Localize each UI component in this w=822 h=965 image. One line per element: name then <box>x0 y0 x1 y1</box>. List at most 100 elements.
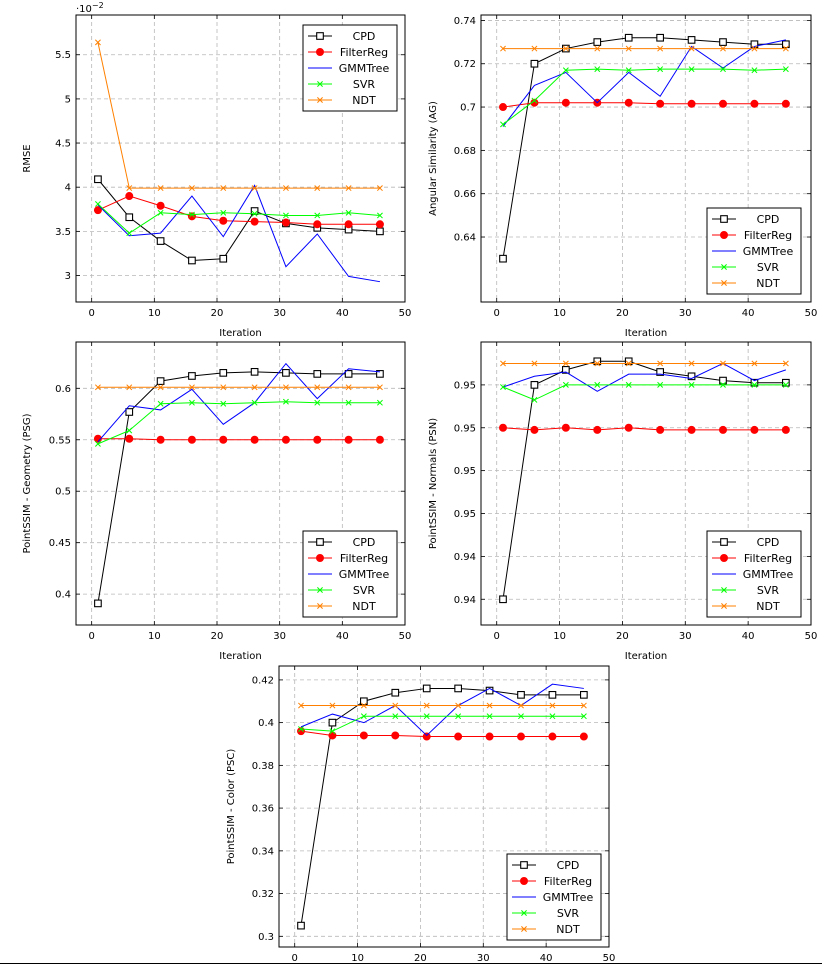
data-point-ndt <box>251 185 258 192</box>
legend-marker <box>720 230 729 239</box>
data-point-svr-stroke-b <box>376 399 383 406</box>
data-point-filterreg <box>313 220 322 229</box>
data-point-filterreg <box>485 732 494 741</box>
data-point-ndt <box>500 360 506 367</box>
data-point-svr-stroke-b <box>657 66 664 73</box>
data-point-ndt-stroke-b <box>329 702 336 709</box>
legend-marker <box>317 587 323 593</box>
data-point-ndt <box>251 384 258 391</box>
x-tick-label: 30 <box>273 308 286 319</box>
data-point-cpd <box>624 33 633 42</box>
legend-label: GMMTree <box>339 568 390 581</box>
legend: CPD FilterReg GMMTree SVR NDT <box>506 853 602 941</box>
data-point-svr-stroke-b <box>688 66 695 73</box>
legend-label: FilterReg <box>340 552 388 565</box>
data-point-ndt-stroke-b <box>549 702 556 709</box>
legend-label: NDT <box>756 277 780 290</box>
legend-marker <box>720 538 728 546</box>
data-point-ndt-stroke-b <box>157 185 164 192</box>
data-point-ndt-stroke-b <box>562 45 569 52</box>
data-point-svr-stroke-b <box>562 381 569 388</box>
data-point-ndt <box>220 185 227 192</box>
legend-item-cpd: CPD <box>512 859 579 872</box>
data-point-ndt-stroke-b <box>251 384 258 391</box>
data-point-svr <box>126 427 133 434</box>
data-point-ndt-stroke-b <box>126 185 133 192</box>
data-point-svr-stroke-b <box>220 400 227 407</box>
data-point-svr <box>157 400 164 407</box>
data-point-ndt <box>625 360 632 367</box>
y-axis-label: PointSSIM - Normals (PSN) <box>428 418 439 549</box>
data-point-svr <box>251 210 258 217</box>
data-point-svr-stroke-b <box>531 97 538 104</box>
data-point-ndt-stroke-b <box>345 384 352 391</box>
data-point-ndt-stroke-b <box>625 360 632 367</box>
data-point-filterreg <box>454 732 463 741</box>
legend-label: SVR <box>757 584 780 597</box>
legend-label: SVR <box>757 261 780 274</box>
series-line-filterreg <box>300 730 584 738</box>
data-point-ndt-stroke-b <box>782 360 789 367</box>
data-point-svr-stroke-b <box>594 66 601 73</box>
x-tick-label: 0 <box>494 631 500 642</box>
data-point-ndt-stroke-b <box>220 384 227 391</box>
data-point-ndt-stroke-b <box>782 45 789 52</box>
data-point-ndt-stroke-b <box>720 360 726 367</box>
legend-item-gmmtree: GMMTree <box>712 245 793 258</box>
data-point-svr-stroke-b <box>782 66 789 73</box>
data-point-cpd <box>499 595 507 604</box>
data-point-ndt-stroke-b <box>298 702 304 709</box>
data-point-cpd <box>250 367 259 376</box>
data-point-svr-stroke-b <box>345 209 352 216</box>
data-point-svr <box>220 400 227 407</box>
data-point-cpd <box>313 370 322 378</box>
data-point-ndt <box>282 185 289 192</box>
data-point-ndt-stroke-b <box>657 360 664 367</box>
data-point-svr-stroke-b <box>314 212 321 219</box>
data-point-filterreg <box>781 425 790 434</box>
series-line-gmmtree <box>97 362 380 443</box>
data-point-filterreg <box>344 435 353 444</box>
x-tick-label: 10 <box>148 631 161 642</box>
legend-item-svr: SVR <box>308 78 375 91</box>
legend-label: CPD <box>353 30 376 43</box>
x-axis-label: Iteration <box>219 328 261 339</box>
data-point-cpd <box>687 36 696 44</box>
series-line-cpd <box>97 371 380 604</box>
data-point-ndt <box>220 384 227 391</box>
data-point-cpd <box>656 368 664 376</box>
data-point-svr-stroke-b <box>625 381 632 388</box>
data-point-cpd <box>282 369 290 377</box>
data-point-filterreg <box>656 99 665 108</box>
legend-item-svr: SVR <box>512 907 579 920</box>
data-point-ndt-stroke-b <box>157 384 164 391</box>
data-point-cpd <box>593 38 602 46</box>
data-point-cpd <box>344 370 353 378</box>
legend-label: CPD <box>557 859 580 872</box>
data-point-ndt-stroke-b <box>376 384 383 391</box>
data-point-cpd <box>94 175 102 184</box>
angular-similarity-chart: 0 10 20 30 40 50 0.64 0.66 0.68 0.7 0.72 0.74 Iterat… <box>428 14 817 339</box>
data-point-svr-stroke-b <box>720 66 726 73</box>
data-point-cpd <box>719 376 727 385</box>
data-point-filterreg <box>125 434 134 443</box>
data-point-svr <box>376 399 383 406</box>
pointssim-color-chart: 0 10 20 30 40 50 0.3 0.32 0.34 0.36 0.38 0.4 0.42 Poi… <box>226 665 615 964</box>
x-tick-label: 30 <box>273 631 286 642</box>
data-point-cpd <box>156 237 165 245</box>
data-point-svr-stroke-b <box>345 399 352 406</box>
series-line-gmmtree <box>502 362 787 392</box>
data-point-svr <box>580 713 587 720</box>
data-point-ndt <box>625 45 632 52</box>
legend-label: GMMTree <box>339 62 390 75</box>
data-point-filterreg <box>593 425 602 434</box>
data-point-cpd <box>624 357 633 366</box>
data-point-cpd <box>656 33 664 42</box>
data-point-ndt-stroke-b <box>314 384 321 391</box>
data-point-svr-stroke-b <box>251 210 258 217</box>
legend-marker <box>720 554 729 563</box>
data-point-svr-stroke-b <box>531 396 538 403</box>
data-point-ndt-stroke-b <box>720 45 726 52</box>
rmse-chart: 0 10 20 30 40 50 3 3.5 4 4.5 5 5.5 ·10−2 Iteration RMS… <box>22 1 411 339</box>
data-point-svr <box>549 713 556 720</box>
